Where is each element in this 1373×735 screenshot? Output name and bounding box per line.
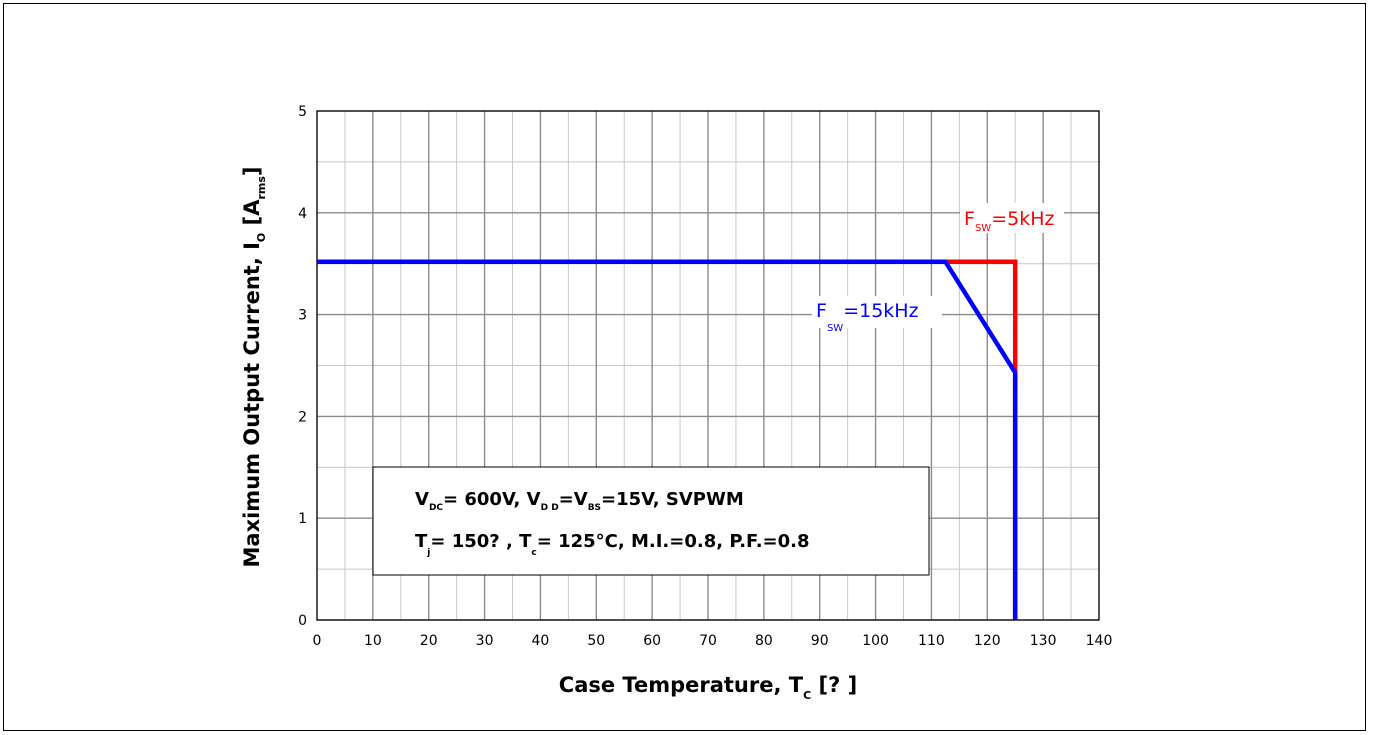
y-tick-label: 3 xyxy=(298,308,307,324)
legend-15khz-bg xyxy=(812,296,942,328)
legend-5khz-bg xyxy=(960,203,1064,233)
y-tick-label: 5 xyxy=(298,104,307,120)
y-axis-label: Maximum Output Current, IO [Arms] xyxy=(240,167,268,568)
x-tick-label: 80 xyxy=(755,633,773,649)
series-line-15khz xyxy=(317,259,1018,620)
y-tick-labels: 0 1 2 3 4 5 xyxy=(298,104,307,629)
x-axis-label: Case Temperature, TC [? ] xyxy=(559,673,857,702)
legend-5khz: FSW=5kHz xyxy=(964,208,1054,234)
chart-frame xyxy=(3,3,1366,731)
conditions-box xyxy=(372,466,930,576)
legend-15khz: FSW=15kHz xyxy=(816,300,919,334)
x-tick-label: 60 xyxy=(643,633,661,649)
y-tick-label: 4 xyxy=(298,206,307,222)
conditions-line-2: Tj= 150? , Tc= 125°C, M.I.=0.8, P.F.=0.8 xyxy=(415,531,810,558)
x-tick-label: 50 xyxy=(587,633,605,649)
x-tick-label: 30 xyxy=(476,633,494,649)
plot-border xyxy=(316,110,1100,621)
x-tick-label: 120 xyxy=(974,633,1001,649)
x-tick-label: 130 xyxy=(1030,633,1057,649)
x-tick-label: 10 xyxy=(364,633,382,649)
x-tick-label: 110 xyxy=(918,633,945,649)
y-tick-label: 0 xyxy=(298,613,307,629)
series-lines xyxy=(317,259,1018,620)
y-tick-label: 2 xyxy=(298,409,307,425)
x-tick-label: 0 xyxy=(313,633,322,649)
y-tick-label: 1 xyxy=(298,511,307,527)
x-tick-label: 100 xyxy=(862,633,889,649)
x-tick-labels: 0 10 20 30 40 50 60 70 80 90 100 110 120 130 140 xyxy=(313,633,1113,649)
conditions-line-1: VDC= 600V, VD D=VBS=15V, SVPWM xyxy=(415,489,744,513)
x-tick-label: 140 xyxy=(1086,633,1113,649)
x-tick-label: 20 xyxy=(420,633,438,649)
x-tick-label: 70 xyxy=(699,633,717,649)
x-tick-label: 40 xyxy=(532,633,550,649)
x-tick-label: 90 xyxy=(811,633,829,649)
